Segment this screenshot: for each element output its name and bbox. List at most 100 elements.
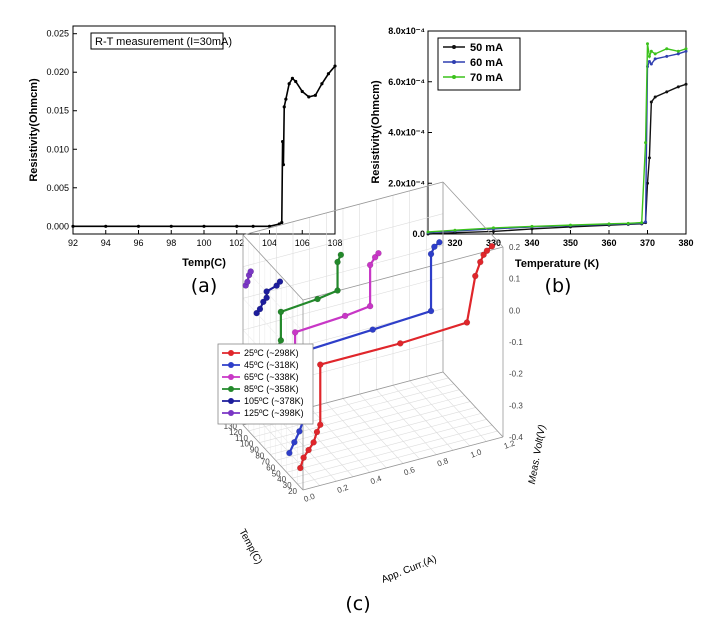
panel-c-point	[273, 282, 280, 289]
panel-b-point	[645, 42, 649, 46]
panel-c-point	[247, 268, 254, 275]
panel-b-xtick-label: 320	[447, 238, 462, 248]
panel-a-point	[287, 82, 291, 86]
panel-a-point	[235, 224, 239, 228]
panel-c-ylabel: Temp(C)	[236, 527, 264, 566]
panel-c-ztick-label: -0.4	[509, 433, 523, 442]
panel-b-point	[647, 156, 651, 160]
panel-c-legend-marker	[228, 410, 234, 416]
panel-c-legend-label: 65ºC (~338K)	[244, 372, 299, 382]
panel-c-point	[334, 258, 341, 266]
panel-c-xlabel: App. Curr.(A)	[380, 554, 438, 586]
panel-b-legend: 50 mA 60 mA 70 mA	[443, 42, 503, 84]
panel-b-caption: (b)	[545, 275, 572, 297]
panel-b-xtick-label: 380	[678, 238, 693, 248]
panel-b-point	[676, 85, 680, 89]
panel-a-ytick-label: 0.010	[46, 144, 69, 154]
panel-b-xtick-label: 360	[601, 238, 616, 248]
panel-c-legend-label: 125ºC (~398K)	[244, 408, 304, 418]
panel-c-legend-box	[217, 343, 314, 425]
panel-b-point	[653, 95, 657, 99]
panel-a-caption: (a)	[191, 275, 217, 297]
panel-c-grid-line	[242, 245, 444, 299]
panel-b-point	[676, 52, 680, 56]
panel-c-point	[296, 428, 303, 435]
panel-b-ytick-label: 8.0x10⁻⁴	[388, 26, 425, 36]
panel-c-point	[427, 250, 435, 258]
panel-b-point	[649, 100, 653, 104]
panel-b-xtick-label: 330	[486, 238, 501, 248]
panel-c-ytick-label: 110	[235, 434, 248, 443]
panel-a-point	[71, 224, 75, 228]
panel-c-grid-line	[264, 395, 465, 449]
panel-c-point	[427, 307, 435, 315]
panel-c-grid-line	[326, 402, 387, 469]
panel-c-grid-line	[392, 385, 454, 451]
panel-c-grid-line	[297, 430, 498, 485]
panel-b-ytick-label: 2.0x10⁻⁴	[388, 178, 425, 188]
panel-a-xtick-label: 102	[229, 238, 244, 248]
panel-a-xtick-label: 98	[166, 238, 176, 248]
panel-c-legend-marker	[228, 374, 234, 380]
panel-a-ytick-label: 0.020	[46, 67, 69, 77]
panel-c-legend-label: 25ºC (~298K)	[244, 348, 299, 358]
panel-a-point	[313, 93, 317, 97]
panel-c-point	[375, 249, 382, 257]
panel-c-point	[488, 243, 496, 250]
panel-c-legend-marker	[228, 386, 234, 392]
panel-b-point	[684, 82, 688, 86]
panel-b-legend-marker	[452, 75, 456, 79]
panel-c-box-edge	[242, 181, 444, 236]
panel-b-point	[644, 220, 648, 224]
panel-c-ytick-label: 60	[266, 463, 275, 472]
panel-b-xtick-label: 350	[563, 238, 578, 248]
panel-b-point	[453, 228, 457, 232]
panel-c-legend-label: 85ºC (~358K)	[244, 384, 299, 394]
panel-c-point	[366, 261, 374, 269]
panel-c-box-edge	[242, 424, 304, 491]
panel-b: 320 330 340 350 360 370 380 0.0 2.0x10⁻⁴ 4.0x10⁻⁴…	[370, 26, 694, 297]
panel-c-grid-line	[253, 383, 454, 438]
panel-c-point	[480, 251, 487, 259]
panel-c-ytick-label: 120	[229, 428, 243, 437]
panel-b-ylabel: Resistivity(Ohmcm)	[370, 80, 382, 184]
panel-c-grid-line	[259, 389, 460, 444]
panel-c-box	[242, 181, 504, 491]
panel-c-point	[260, 298, 267, 306]
panel-b-point	[568, 223, 572, 227]
panel-c-legend-marker	[228, 398, 234, 404]
panel-a-xtick-label: 100	[196, 238, 211, 248]
panel-c-point	[431, 243, 438, 251]
panel-c-point	[286, 449, 293, 457]
panel-c-ztick-label: -0.1	[509, 338, 523, 347]
panel-c-legend: 25ºC (~298K) 45ºC (~318K) 65ºC (~338K) 85ºC…	[222, 348, 304, 418]
panel-b-point	[626, 221, 630, 225]
panel-a-xlabel: Temp(C)	[182, 257, 226, 269]
panel-a-point	[281, 163, 286, 167]
panel-c-point	[463, 319, 471, 326]
panel-c-grid-line	[376, 389, 437, 455]
panel-c-xtick-label: 0.0	[303, 491, 317, 503]
panel-a-point	[284, 97, 288, 101]
panel-b-point	[530, 224, 534, 228]
panel-b-point	[649, 49, 653, 53]
panel-c-ztick-label: 0.1	[509, 275, 521, 284]
panel-c-box-edge	[242, 234, 304, 301]
panel-b-point	[491, 226, 495, 230]
panel-b-xtick-label: 370	[640, 238, 655, 248]
panel-c-point	[337, 251, 345, 259]
panel-c-point	[472, 272, 479, 280]
panel-b-point	[647, 54, 651, 58]
panel-c-grid-line	[292, 424, 493, 479]
panel-c-ytick-label: 80	[255, 452, 264, 461]
panel-c-point	[277, 308, 285, 316]
panel-c-ytick-label: 40	[277, 475, 286, 484]
panel-c-point	[256, 305, 264, 313]
panel-a-point	[280, 220, 284, 225]
panel-c-xtick-label: 0.6	[403, 465, 417, 477]
panel-b-point	[426, 230, 430, 234]
panel-c-point	[253, 309, 260, 317]
panel-b-point	[491, 229, 495, 233]
panel-b-legend-label: 60 mA	[470, 57, 503, 69]
